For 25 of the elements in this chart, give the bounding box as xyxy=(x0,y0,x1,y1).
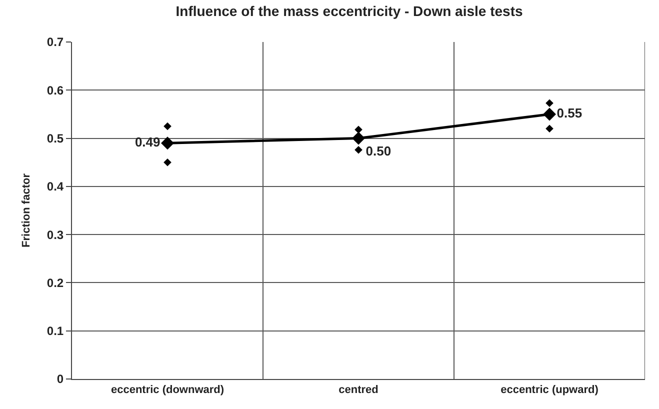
point xyxy=(161,136,174,150)
point xyxy=(352,132,365,145)
point xyxy=(354,126,362,134)
chart-title: Influence of the mass eccentricity - Down aisle tests xyxy=(176,2,523,19)
x-tick-label: eccentric (upward) xyxy=(500,384,599,396)
point xyxy=(164,158,172,166)
y-tick-label: 0.1 xyxy=(46,324,64,338)
y-tick-label: 0.6 xyxy=(46,83,64,98)
y-tick-label: 0.2 xyxy=(46,276,64,290)
point xyxy=(354,146,362,154)
y-tick-label: 0 xyxy=(56,372,64,386)
x-tick-label: centred xyxy=(338,384,378,396)
y-axis-title: Friction factor xyxy=(20,172,33,248)
y-tick-label: 0.3 xyxy=(46,228,64,242)
data-label: 0.49 xyxy=(134,134,160,150)
y-tick-label: 0.4 xyxy=(46,180,64,194)
point xyxy=(543,108,556,121)
point xyxy=(546,124,554,133)
data-label: 0.55 xyxy=(556,105,582,120)
y-tick-label: 0.5 xyxy=(46,131,64,146)
point xyxy=(546,99,554,108)
x-tick-label: eccentric (downward) xyxy=(110,384,224,396)
y-tick-label: 0.7 xyxy=(46,35,64,50)
data-label: 0.50 xyxy=(366,143,392,158)
point xyxy=(164,122,172,130)
